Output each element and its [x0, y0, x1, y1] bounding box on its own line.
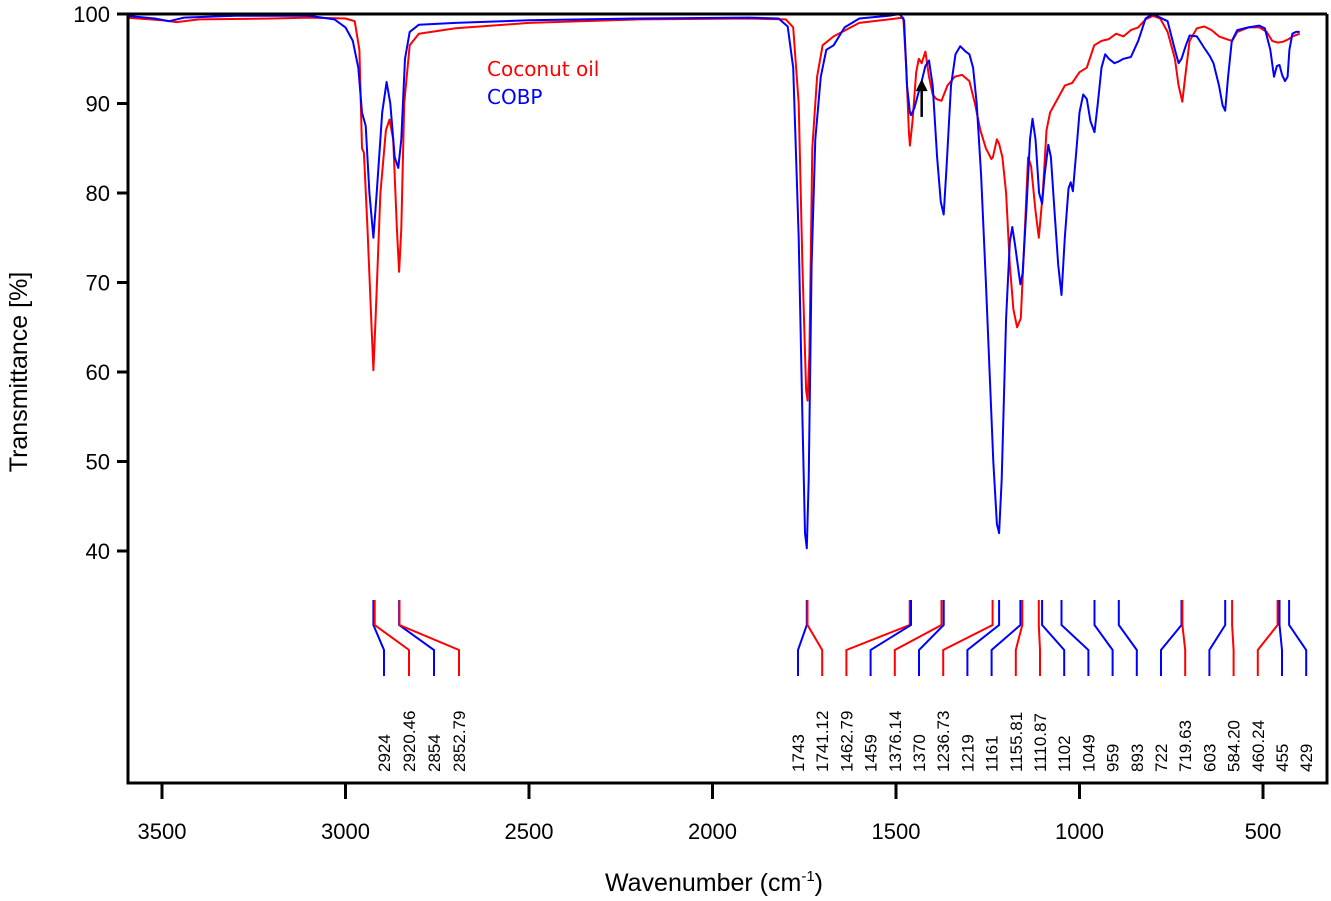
peak-marker-line	[1256, 600, 1279, 676]
y-tick-label: 50	[86, 450, 110, 475]
peak-label: 1459	[862, 734, 881, 772]
peak-marker-line	[1160, 600, 1183, 676]
plot-frame	[126, 12, 1329, 785]
peak-label: 1155.81	[1007, 712, 1026, 772]
y-tick-label: 70	[86, 271, 110, 296]
peak-label: 1743	[789, 734, 808, 772]
peak-marker-line	[1117, 600, 1138, 676]
peak-marker-line	[797, 600, 808, 676]
peak-label: 1102	[1055, 735, 1074, 772]
series-line-coconut-oil	[128, 14, 1301, 402]
peak-marker-line	[1060, 600, 1090, 676]
peak-marker-line	[918, 600, 945, 676]
peak-label: 1236.73	[934, 711, 953, 772]
peak-marker-line	[1014, 600, 1024, 676]
x-tick-label: 1500	[872, 819, 921, 844]
peak-marker-line	[372, 600, 385, 676]
peak-label: 1376.14	[886, 711, 905, 772]
peak-marker-line	[1231, 600, 1235, 676]
peak-marker-line	[893, 600, 943, 676]
x-tick-label: 2500	[505, 819, 554, 844]
peak-label: 1161	[983, 735, 1002, 772]
peak-label: 2852.79	[450, 711, 469, 772]
peak-marker-line	[966, 600, 1001, 676]
peak-marker-line	[990, 600, 1022, 676]
x-tick-label: 3000	[321, 819, 370, 844]
peak-label: 460.24	[1249, 720, 1268, 772]
peak-marker-line	[398, 600, 460, 676]
x-tick-label: 1000	[1055, 819, 1104, 844]
y-axis-title: Transmittance [%]	[5, 272, 33, 473]
peak-label: 1741.12	[813, 711, 832, 772]
y-tick-label: 40	[86, 539, 110, 564]
peak-marker-layer: 2924 2920.46 2854 2852.79 1743 1741.12 1462.79…	[372, 600, 1316, 772]
arrow-up-icon	[915, 79, 928, 92]
peak-label: 2920.46	[400, 711, 419, 772]
peak-label: 1370	[910, 734, 929, 772]
peak-marker-line	[806, 600, 824, 676]
peak-label: 722	[1152, 744, 1171, 772]
peak-label: 429	[1297, 744, 1316, 772]
x-axis-title: Wavenumber (cm-1)	[605, 868, 823, 897]
x-axis-title-main: Wavenumber (cm	[605, 869, 801, 897]
peak-marker-line	[1181, 600, 1187, 676]
peak-label: 2854	[425, 734, 444, 772]
y-axis: 40 50 60 70 80 90 100	[73, 2, 128, 564]
x-tick-label: 3500	[138, 819, 187, 844]
peak-label: 584.20	[1225, 720, 1244, 772]
x-axis-title-superscript: -1	[801, 868, 814, 885]
peak-label: 1462.79	[837, 711, 856, 772]
peak-marker-line	[1041, 600, 1066, 676]
peak-label: 959	[1104, 744, 1123, 772]
x-axis-title-close: )	[815, 869, 823, 897]
y-tick-label: 90	[86, 92, 110, 117]
peak-label: 1110.87	[1031, 713, 1050, 772]
peak-marker-line	[1093, 600, 1114, 676]
peak-marker-line	[373, 600, 410, 676]
x-axis: 3500 3000 2500 2000 1500 1000 500	[138, 783, 1282, 844]
peak-marker-line	[1288, 600, 1308, 676]
y-tick-label: 60	[86, 360, 110, 385]
legend-entry-cobp: COBP	[487, 85, 543, 109]
y-tick-label: 100	[73, 2, 110, 27]
peak-label: 455	[1273, 744, 1292, 772]
peak-label: 603	[1200, 744, 1219, 772]
annotation-layer	[915, 79, 928, 117]
peak-label: 893	[1128, 744, 1147, 772]
series-layer	[128, 13, 1301, 550]
series-line-cobp	[128, 13, 1300, 550]
peak-marker-line	[1278, 600, 1283, 676]
x-tick-label: 500	[1245, 819, 1282, 844]
y-tick-label: 80	[86, 181, 110, 206]
peak-marker-line	[1208, 600, 1227, 676]
peak-marker-line	[1037, 600, 1041, 676]
peak-label: 1049	[1079, 734, 1098, 772]
peak-marker-line	[869, 600, 912, 676]
legend: Coconut oil COBP	[487, 57, 599, 109]
legend-entry-coconut-oil: Coconut oil	[487, 57, 599, 81]
peak-label: 1219	[958, 734, 977, 772]
peak-label: 719.63	[1176, 720, 1195, 772]
peak-marker-line	[942, 600, 994, 676]
peak-label: 2924	[375, 734, 394, 772]
peak-marker-line	[845, 600, 911, 676]
x-tick-label: 2000	[688, 819, 737, 844]
